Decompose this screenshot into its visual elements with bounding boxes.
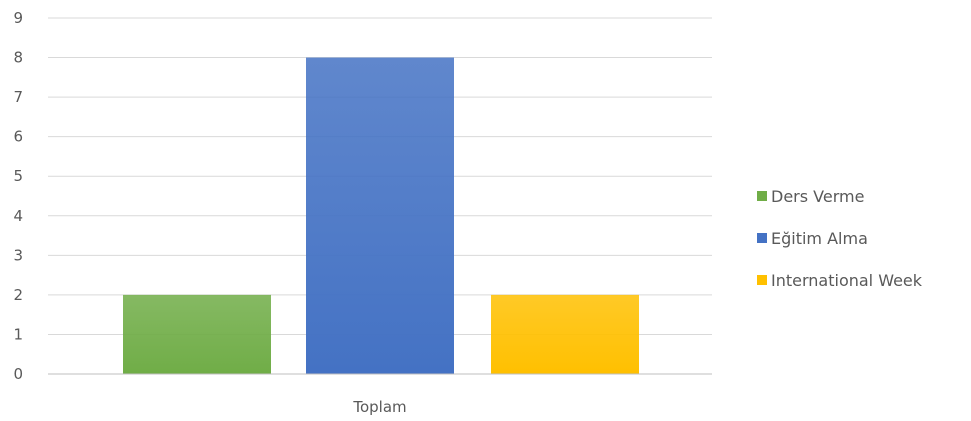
legend-label: Eğitim Alma [771,228,868,248]
y-tick-label: 9 [13,9,23,27]
legend-item-international-week: International Week [757,259,922,301]
y-axis-tick-labels: 0 1 2 3 4 5 6 7 8 9 [13,9,23,383]
legend: Ders Verme Eğitim Alma International Wee… [757,175,922,301]
y-tick-label: 2 [13,286,23,304]
y-tick-label: 3 [13,246,23,264]
legend-swatch-international-week [757,275,767,285]
bars [123,57,639,375]
legend-label: International Week [771,270,923,290]
y-tick-label: 7 [13,88,23,106]
bar-ders-verme [123,294,271,374]
y-tick-label: 1 [13,325,23,343]
legend-swatch-egitim-alma [757,233,767,243]
y-tick-label: 0 [13,365,23,383]
y-tick-label: 4 [13,207,23,225]
legend-swatch-ders-verme [757,191,767,201]
bar-international-week [491,294,639,374]
y-tick-label: 5 [13,167,23,185]
category-label: Toplam [352,398,406,416]
bar-e-itim-alma [306,57,454,375]
y-tick-label: 8 [13,49,23,67]
legend-item-ders-verme: Ders Verme [757,175,922,217]
legend-item-egitim-alma: Eğitim Alma [757,217,922,259]
y-tick-label: 6 [13,128,23,146]
legend-label: Ders Verme [771,186,865,206]
